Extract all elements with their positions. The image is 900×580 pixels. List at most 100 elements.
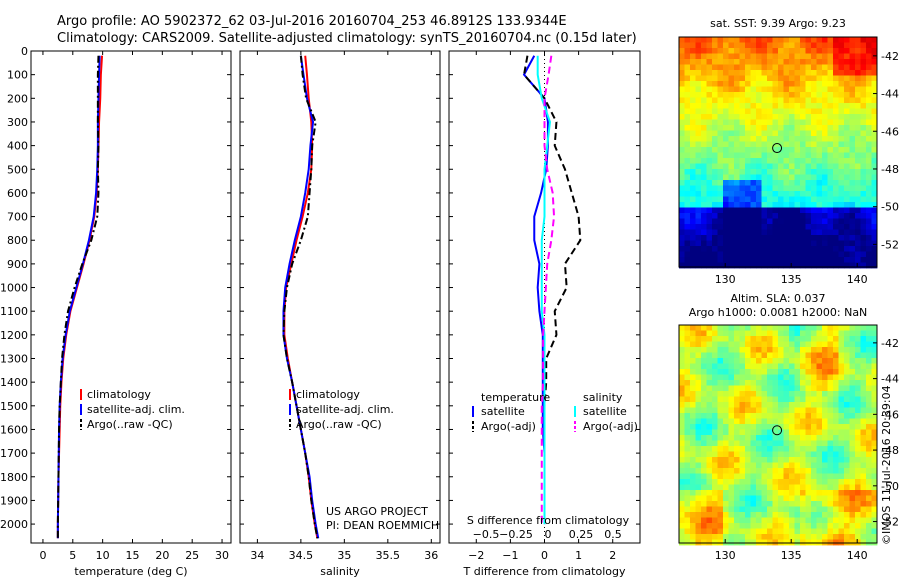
depth-tick-label: 100 [7,69,28,82]
salinity-legend-label: satellite-adj. clim. [296,403,394,416]
sla-map [679,325,878,546]
temperature-legend-label: satellite-adj. clim. [87,403,185,416]
difference-xtick-label: 0 [541,549,548,562]
difference-s-tick-label: −0.25 [499,528,533,541]
sst-map-ytick-label: -46 [881,125,899,138]
sst-map-xtick-label: 130 [715,273,736,286]
temperature-xtick-label: 10 [96,549,110,562]
difference-xtick-label: −2 [468,549,484,562]
sst-map-ytick-label: -48 [881,163,899,176]
sla-map-ytick-label: -48 [881,444,899,457]
temperature-xlabel: temperature (deg C) [74,565,187,578]
sst-map-xtick-label: 135 [781,273,802,286]
temperature-xtick-label: 20 [155,549,169,562]
depth-tick-label: 700 [7,211,28,224]
difference-s-tick-label: −0.5 [473,528,500,541]
depth-tick-label: 1300 [0,353,28,366]
sla-map-xtick-label: 140 [847,549,868,562]
temperature-legend-label: Argo(..raw -QC) [87,418,173,431]
depth-tick-label: 600 [7,187,28,200]
sst-map-ytick-label: -42 [881,50,899,63]
temperature-xtick-label: 25 [185,549,199,562]
temperature-legend-label: climatology [87,388,151,401]
salinity-xtick-label: 35.5 [376,549,401,562]
legend-salinity-head: salinity [583,391,623,404]
project-pi: PI: DEAN ROEMMICH [326,519,439,532]
salinity-legend-label: Argo(..raw -QC) [296,418,382,431]
salinity-xlabel: salinity [320,565,360,578]
depth-tick-label: 300 [7,116,28,129]
salinity-xtick-label: 34 [250,549,264,562]
depth-tick-label: 1200 [0,329,28,342]
sst-map-frame [678,36,878,268]
difference-series-3 [540,55,556,525]
sla-map-title: Altim. SLA: 0.037 [730,292,825,305]
depth-tick-label: 1400 [0,376,28,389]
profile-title: Argo profile: AO 5902372_62 03-Jul-2016 … [57,14,567,29]
sla-map-ytick-label: -50 [881,480,899,493]
temperature-series-2 [56,55,100,539]
sla-map-float-marker [772,425,783,436]
depth-tick-label: 1500 [0,400,28,413]
salinity-xtick-label: 34.5 [289,549,314,562]
sst-map-float-marker [772,143,783,154]
depth-tick-label: 200 [7,92,28,105]
difference-legend-label: Argo(-adj) [583,420,638,433]
credit-text: ©IMOS 11-Jul-2016 20:39:04 [880,385,893,545]
difference-s-xlabel: S difference from climatology [467,514,630,527]
difference-series-1 [522,55,582,525]
depth-tick-label: 1100 [0,305,28,318]
difference-legend-label: satellite [583,405,627,418]
sst-map [679,37,878,269]
sla-map-ytick-label: -46 [881,408,899,421]
sst-map-ytick-label: -50 [881,201,899,214]
difference-s-tick-label: 0.5 [604,528,622,541]
temperature-frame [30,50,232,544]
sst-map-ytick-label: -52 [881,238,899,251]
sla-map-frame [678,324,878,544]
salinity-frame [239,50,441,544]
depth-tick-label: 0 [21,45,28,58]
temperature-xtick-label: 5 [69,549,76,562]
sst-map-xtick-label: 140 [847,273,868,286]
salinity-legend-label: climatology [296,388,360,401]
temperature-xtick-label: 30 [215,549,229,562]
difference-xtick-label: −1 [502,549,518,562]
depth-tick-label: 1000 [0,282,28,295]
sla-map-ytick-label: -52 [881,516,899,529]
salinity-xtick-label: 36 [424,549,438,562]
temperature-xtick-label: 0 [39,549,46,562]
temperature-xtick-label: 15 [125,549,139,562]
depth-tick-label: 800 [7,234,28,247]
depth-tick-label: 1600 [0,423,28,436]
difference-legend-label: Argo(-adj) [481,420,536,433]
salinity-xtick-label: 35 [337,549,351,562]
difference-xtick-label: 2 [609,549,616,562]
legend-temperature-head: temperature [481,391,550,404]
salinity-series-1 [282,55,320,539]
salinity-series-2 [282,55,319,539]
depth-tick-label: 400 [7,140,28,153]
sla-map-subtitle: Argo h1000: 0.0081 h2000: NaN [689,306,868,319]
temperature-series-0 [56,55,104,539]
temperature-series-1 [56,55,101,539]
climatology-title: Climatology: CARS2009. Satellite-adjuste… [57,31,637,46]
depth-tick-label: 1700 [0,447,28,460]
sst-map-ytick-label: -44 [881,88,899,101]
sla-map-xtick-label: 130 [715,549,736,562]
difference-s-tick-label: 0 [545,528,552,541]
depth-tick-label: 1800 [0,471,28,484]
depth-tick-label: 900 [7,258,28,271]
difference-xtick-label: 1 [575,549,582,562]
sla-map-xtick-label: 135 [781,549,802,562]
project-name: US ARGO PROJECT [326,505,428,518]
sst-map-title: sat. SST: 9.39 Argo: 9.23 [710,17,846,30]
difference-series-2 [536,55,551,525]
difference-legend-label: satellite [481,405,525,418]
sla-map-ytick-label: -44 [881,373,899,386]
depth-tick-label: 2000 [0,518,28,531]
difference-s-tick-label: 0.25 [569,528,594,541]
depth-tick-label: 1900 [0,494,28,507]
difference-xlabel: T difference from climatology [463,565,626,578]
